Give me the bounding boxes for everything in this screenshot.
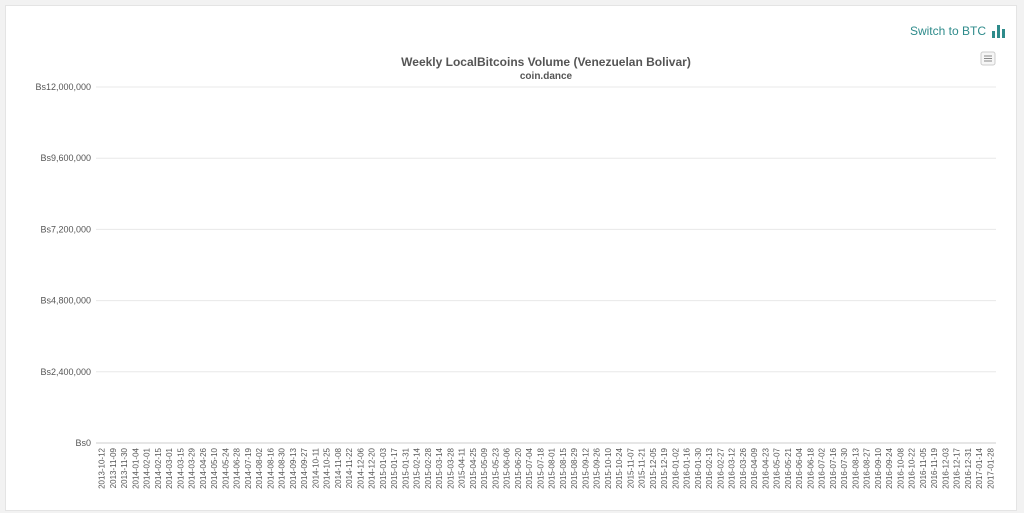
y-tick-label: Bs9,600,000 xyxy=(40,153,91,163)
x-tick-label: 2015-02-14 xyxy=(413,447,422,488)
x-tick-label: 2015-05-09 xyxy=(480,447,489,488)
x-tick-label: 2015-06-06 xyxy=(503,447,512,488)
x-tick-label: 2016-02-13 xyxy=(705,447,714,488)
x-tick-label: 2016-04-23 xyxy=(761,447,770,488)
x-tick-label: 2014-04-26 xyxy=(199,447,208,488)
x-tick-label: 2016-10-22 xyxy=(908,447,917,488)
x-tick-label: 2016-11-05 xyxy=(919,447,928,488)
x-tick-label: 2017-01-14 xyxy=(975,447,984,488)
x-tick-label: 2016-09-24 xyxy=(885,447,894,488)
x-tick-label: 2015-01-03 xyxy=(379,447,388,488)
x-tick-label: 2016-10-08 xyxy=(896,447,905,488)
x-tick-label: 2014-12-20 xyxy=(368,447,377,488)
x-tick-label: 2016-08-27 xyxy=(863,447,872,488)
x-tick-label: 2016-12-17 xyxy=(953,447,962,488)
menu-button[interactable] xyxy=(980,51,996,66)
x-tick-label: 2015-10-10 xyxy=(604,447,613,488)
x-tick-label: 2014-09-13 xyxy=(289,447,298,488)
x-tick-label: 2014-09-27 xyxy=(300,447,309,488)
x-tick-label: 2014-08-02 xyxy=(255,447,264,488)
switch-to-btc-button[interactable]: Switch to BTC xyxy=(910,24,1006,38)
x-tick-label: 2014-03-01 xyxy=(165,447,174,488)
x-tick-label: 2014-06-28 xyxy=(233,447,242,488)
x-tick-label: 2014-07-19 xyxy=(244,447,253,488)
x-tick-label: 2015-08-15 xyxy=(559,447,568,488)
x-tick-label: 2016-05-07 xyxy=(773,447,782,488)
x-tick-label: 2016-08-13 xyxy=(851,447,860,488)
x-tick-label: 2014-03-29 xyxy=(188,447,197,488)
x-tick-label: 2017-01-28 xyxy=(986,447,995,488)
x-tick-label: 2015-08-29 xyxy=(570,447,579,488)
x-tick-label: 2016-05-21 xyxy=(784,447,793,488)
x-tick-label: 2013-11-30 xyxy=(120,447,129,488)
x-tick-label: 2014-05-24 xyxy=(221,447,230,488)
chart-subtitle: coin.dance xyxy=(520,71,573,82)
x-tick-label: 2015-05-23 xyxy=(491,447,500,488)
x-tick-label: 2014-12-06 xyxy=(356,447,365,488)
x-tick-label: 2015-09-12 xyxy=(581,447,590,488)
x-tick-label: 2016-01-30 xyxy=(694,447,703,488)
x-tick-label: 2016-04-09 xyxy=(750,447,759,488)
x-tick-label: 2013-10-12 xyxy=(98,447,107,488)
switch-label: Switch to BTC xyxy=(909,24,986,38)
x-tick-label: 2016-01-02 xyxy=(671,447,680,488)
chart-title: Weekly LocalBitcoins Volume (Venezuelan … xyxy=(401,55,691,69)
bar-chart-icon xyxy=(992,24,1005,38)
x-tick-label: 2015-08-01 xyxy=(548,447,557,488)
y-tick-label: Bs7,200,000 xyxy=(40,224,91,234)
x-tick-label: 2015-09-26 xyxy=(593,447,602,488)
x-tick-label: 2013-11-09 xyxy=(109,447,118,488)
y-tick-label: Bs4,800,000 xyxy=(40,296,91,306)
x-tick-label: 2014-02-15 xyxy=(154,447,163,488)
x-tick-label: 2016-07-02 xyxy=(818,447,827,488)
chart-panel: Switch to BTC xyxy=(5,5,1017,511)
x-tick-label: 2015-03-14 xyxy=(435,447,444,488)
x-axis: 2013-10-12 2013-11-09 2013-11-30 2014-01-04… xyxy=(98,447,996,488)
x-tick-label: 2016-07-30 xyxy=(840,447,849,488)
x-tick-label: 2015-11-07 xyxy=(626,447,635,488)
x-tick-label: 2014-10-11 xyxy=(311,447,320,488)
x-tick-label: 2015-07-18 xyxy=(536,447,545,488)
x-tick-label: 2014-02-01 xyxy=(143,447,152,488)
x-tick-label: 2015-12-19 xyxy=(660,447,669,488)
x-tick-label: 2014-08-30 xyxy=(278,447,287,488)
x-tick-label: 2016-07-16 xyxy=(829,447,838,488)
x-tick-label: 2014-11-08 xyxy=(334,447,343,488)
x-tick-label: 2015-03-28 xyxy=(446,447,455,488)
x-tick-label: 2016-06-18 xyxy=(806,447,815,488)
x-tick-label: 2015-04-11 xyxy=(458,447,467,488)
x-tick-label: 2016-11-19 xyxy=(930,447,939,488)
x-tick-label: 2016-06-04 xyxy=(795,447,804,488)
x-tick-label: 2016-03-12 xyxy=(728,447,737,488)
x-tick-label: 2015-11-21 xyxy=(638,447,647,488)
x-tick-label: 2016-02-27 xyxy=(716,447,725,488)
x-tick-label: 2016-12-31 xyxy=(964,447,973,488)
x-tick-label: 2015-12-05 xyxy=(649,447,658,488)
grid-lines xyxy=(96,86,996,444)
x-tick-label: 2014-03-15 xyxy=(176,447,185,488)
x-tick-label: 2016-09-10 xyxy=(874,447,883,488)
x-tick-label: 2014-11-22 xyxy=(345,447,354,488)
x-tick-label: 2014-05-10 xyxy=(210,447,219,488)
y-axis: Bs0 Bs2,400,000 Bs4,800,000 Bs7,200,000 Bs9,… xyxy=(35,82,91,448)
x-tick-label: 2014-10-25 xyxy=(323,447,332,488)
x-tick-label: 2015-06-20 xyxy=(514,447,523,488)
x-tick-label: 2016-01-16 xyxy=(683,447,692,488)
x-tick-label: 2015-10-24 xyxy=(615,447,624,488)
x-tick-label: 2015-01-17 xyxy=(390,447,399,488)
x-tick-label: 2015-07-04 xyxy=(525,447,534,488)
y-tick-label: Bs12,000,000 xyxy=(35,82,91,92)
x-tick-label: 2016-12-03 xyxy=(941,447,950,488)
x-tick-label: 2014-08-16 xyxy=(266,447,275,488)
x-tick-label: 2014-01-04 xyxy=(131,447,140,488)
y-tick-label: Bs0 xyxy=(75,438,91,448)
x-tick-label: 2015-02-28 xyxy=(424,447,433,488)
x-tick-label: 2015-04-25 xyxy=(469,447,478,488)
y-tick-label: Bs2,400,000 xyxy=(40,367,91,377)
x-tick-label: 2015-01-31 xyxy=(401,447,410,488)
x-tick-label: 2016-03-26 xyxy=(739,447,748,488)
